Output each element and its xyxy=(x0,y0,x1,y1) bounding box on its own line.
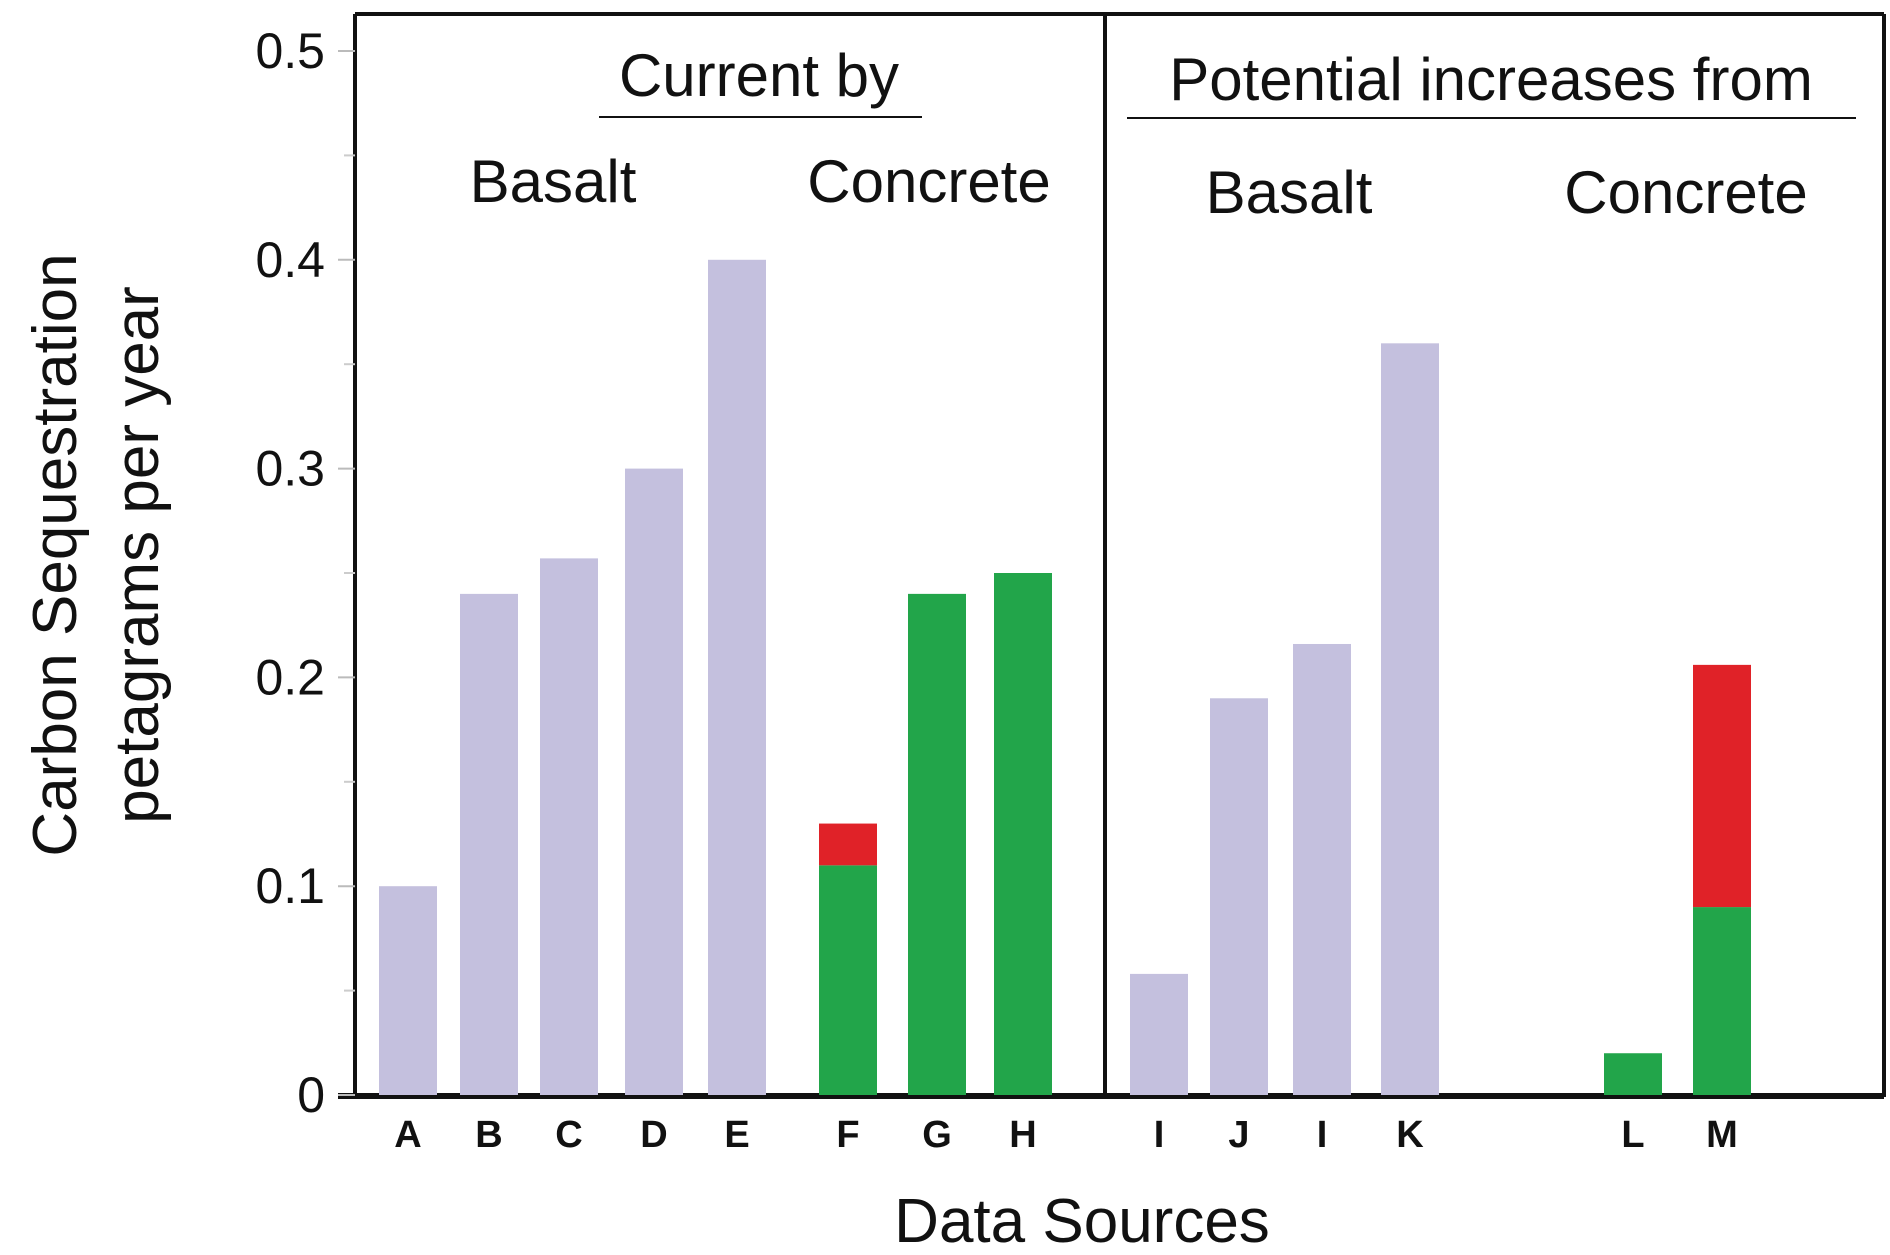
x-tick-label: M xyxy=(1706,1114,1738,1156)
x-tick-label: C xyxy=(555,1114,582,1156)
group-label-potential-concrete: Concrete xyxy=(1564,159,1807,226)
y-axis-label-line2: petagrams per year xyxy=(103,286,172,824)
y-tick-label: 0.3 xyxy=(255,441,325,497)
x-tick-label: H xyxy=(1009,1114,1036,1156)
panel-header-current: Current by xyxy=(619,42,899,109)
y-tick-label: 0.5 xyxy=(255,23,325,79)
x-tick-label: K xyxy=(1396,1114,1424,1156)
bar-segment xyxy=(908,593,966,1095)
bar-L xyxy=(1604,1053,1662,1095)
bar-segment xyxy=(460,593,518,1095)
bar-segment xyxy=(1210,698,1268,1095)
bar-segment xyxy=(1604,1053,1662,1095)
bar-E xyxy=(708,259,766,1095)
x-tick-label: E xyxy=(724,1114,749,1156)
x-tick-label: B xyxy=(475,1114,502,1156)
y-tick-label: 0.1 xyxy=(255,858,325,914)
bar-segment xyxy=(819,865,877,1095)
bar-C xyxy=(540,558,598,1095)
bars xyxy=(379,259,1751,1096)
bar-segment xyxy=(379,886,437,1095)
y-axis: 0 0.1 0.2 0.3 0.4 0.5 xyxy=(255,23,355,1123)
bar-segment xyxy=(625,468,683,1096)
bar-H xyxy=(994,573,1052,1095)
x-tick-label: D xyxy=(640,1114,667,1156)
bar-B xyxy=(460,593,518,1095)
bar-segment xyxy=(708,259,766,1095)
x-tick-label: L xyxy=(1621,1114,1644,1156)
group-label-potential-basalt: Basalt xyxy=(1206,159,1373,226)
x-tick-label: I xyxy=(1317,1114,1328,1156)
x-tick-label: J xyxy=(1228,1114,1249,1156)
x-tick-label: I xyxy=(1154,1114,1165,1156)
bar-segment xyxy=(1693,907,1751,1095)
bar-J xyxy=(1210,698,1268,1095)
y-tick-label: 0.4 xyxy=(255,232,325,288)
x-axis-label: Data Sources xyxy=(894,1187,1270,1255)
y-tick-label: 0.2 xyxy=(255,649,325,705)
bar-G xyxy=(908,593,966,1095)
bar-M xyxy=(1693,664,1751,1095)
bar-segment xyxy=(819,823,877,866)
bar-F xyxy=(819,823,877,1095)
bar-segment xyxy=(1293,643,1351,1095)
bar-A xyxy=(379,886,437,1095)
x-tick-label: F xyxy=(836,1114,859,1156)
group-label-current-concrete: Concrete xyxy=(807,148,1050,215)
x-tick-label: G xyxy=(922,1114,952,1156)
bar-segment xyxy=(1130,973,1188,1095)
bar-segment xyxy=(1693,664,1751,908)
bar-D xyxy=(625,468,683,1096)
bar-K xyxy=(1381,343,1439,1095)
bar-I xyxy=(1130,973,1188,1095)
plot-frame xyxy=(338,12,1886,1099)
bar-segment xyxy=(994,573,1052,1095)
panel-header-potential: Potential increases from xyxy=(1169,46,1813,113)
bar-segment xyxy=(540,558,598,1095)
bar-segment xyxy=(1381,343,1439,1095)
y-tick-label: 0 xyxy=(297,1067,325,1123)
group-label-current-basalt: Basalt xyxy=(470,148,637,215)
x-tick-label: A xyxy=(394,1114,421,1156)
y-axis-label-line1: Carbon Sequestration xyxy=(21,253,90,856)
bar-I xyxy=(1293,643,1351,1095)
